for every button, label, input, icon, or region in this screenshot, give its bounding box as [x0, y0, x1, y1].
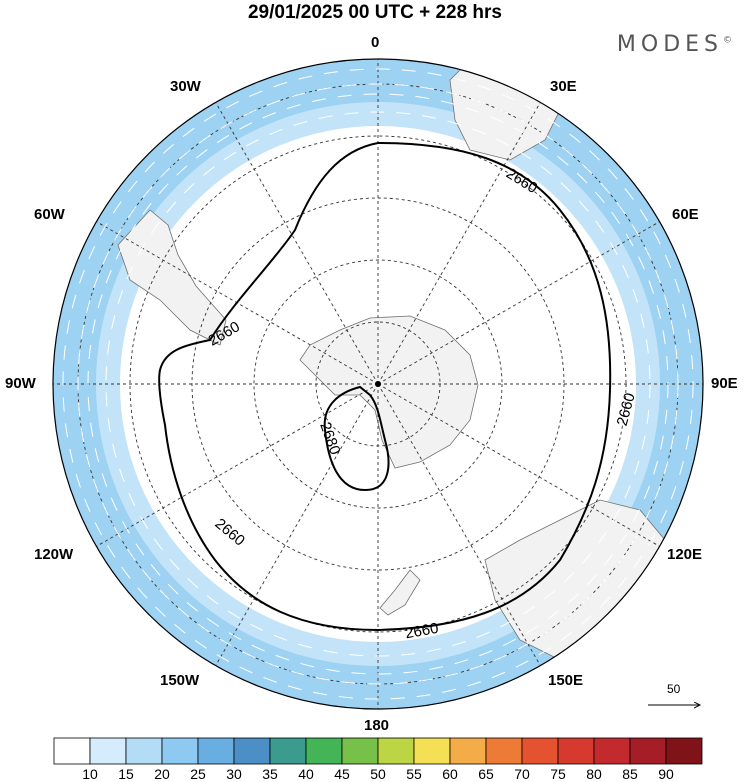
colorbar-tick-label: 60 [442, 766, 458, 782]
colorbar-swatch [485, 737, 523, 765]
colorbar-swatch [197, 737, 235, 765]
lon-label-120e: 120E [667, 546, 703, 563]
colorbar-swatch [413, 737, 451, 765]
south-pole-marker [375, 381, 381, 387]
copyright-mark: © [723, 35, 732, 46]
lon-label-150e: 150E [548, 672, 584, 689]
colorbar-swatch [449, 737, 487, 765]
lon-label-120w: 120W [34, 546, 74, 563]
lon-label-30w: 30W [170, 78, 201, 95]
colorbar-swatch [305, 737, 343, 765]
antarctica-land [299, 315, 479, 469]
lon-label-0: 0 [371, 34, 380, 51]
colorbar-swatch [557, 737, 595, 765]
colorbar-swatch [629, 737, 667, 765]
colorbar-swatch [53, 737, 91, 765]
colorbar-tick-label: 20 [154, 766, 170, 782]
colorbar-tick-label: 35 [262, 766, 278, 782]
contour-2680 [323, 385, 390, 492]
lon-label-150w: 150W [160, 672, 200, 689]
colorbar-swatch [521, 737, 559, 765]
colorbar-swatch [593, 737, 631, 765]
colorbar-tick-label: 85 [622, 766, 638, 782]
colorbar-tick-label: 90 [658, 766, 674, 782]
colorbar-tick-label: 80 [586, 766, 602, 782]
lon-label-90w: 90W [5, 375, 36, 392]
colorbar-tick-label: 55 [406, 766, 422, 782]
map-title: 29/01/2025 00 UTC + 228 hrs [247, 2, 503, 23]
colorbar-tick-label: 10 [82, 766, 98, 782]
colorbar-swatch [233, 737, 271, 765]
colorbar [53, 737, 703, 765]
colorbar-swatch [341, 737, 379, 765]
colorbar-tick-label: 40 [298, 766, 314, 782]
map-border [52, 58, 704, 710]
colorbar-swatch [125, 737, 163, 765]
colorbar-swatch [89, 737, 127, 765]
colorbar-tick-label: 70 [514, 766, 530, 782]
new-zealand-land [379, 569, 421, 616]
colorbar-swatch [665, 737, 703, 765]
colorbar-swatch [269, 737, 307, 765]
colorbar-tick-label: 45 [334, 766, 350, 782]
lon-label-60w: 60W [34, 206, 65, 223]
colorbar-tick-label: 25 [190, 766, 206, 782]
lon-label-60e: 60E [672, 206, 699, 223]
colorbar-tick-label: 15 [118, 766, 134, 782]
reference-vector-label: 50 [667, 682, 681, 696]
colorbar-tick-label: 30 [226, 766, 242, 782]
brand-logo: MODES© [617, 32, 732, 57]
colorbar-swatch [161, 737, 199, 765]
contour-label: 2660 [404, 620, 440, 643]
colorbar-tick-label: 75 [550, 766, 566, 782]
wind-streamlines [62, 68, 694, 700]
contour-2660 [158, 141, 612, 632]
lon-label-30e: 30E [550, 78, 577, 95]
brand-name: MODES [616, 32, 723, 57]
colorbar-swatch [377, 737, 415, 765]
meridians [53, 59, 703, 709]
colorbar-tick-label: 65 [478, 766, 494, 782]
colorbar-tick-label: 50 [370, 766, 386, 782]
lon-label-180: 180 [364, 717, 390, 734]
lon-label-90e: 90E [711, 375, 738, 392]
